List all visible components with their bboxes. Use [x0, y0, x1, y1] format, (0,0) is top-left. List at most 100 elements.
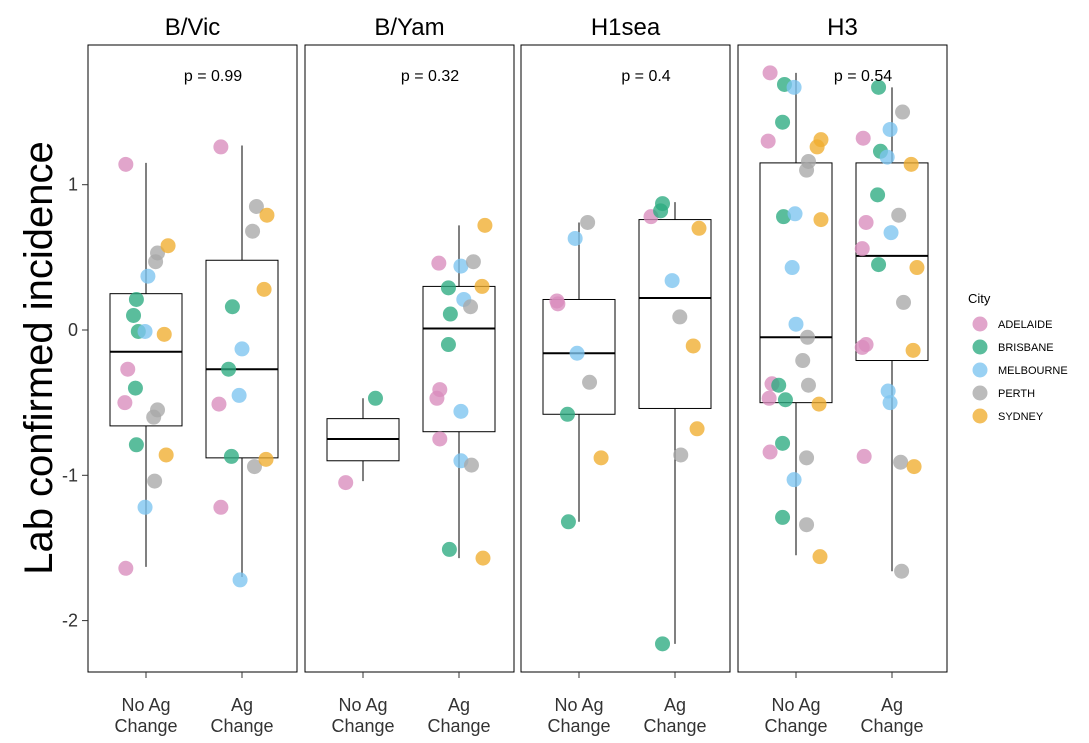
legend-key [972, 362, 988, 378]
data-point-adelaide [431, 255, 447, 271]
p-value: p = 0.32 [401, 68, 459, 85]
data-point-adelaide [118, 560, 134, 576]
facet-b-vic: B/Vic p = 0.99 No Ag Change Ag Change [87, 14, 298, 736]
data-point-melbourne [784, 260, 800, 276]
data-point-perth [891, 207, 907, 223]
legend-label: BRISBANE [998, 342, 1054, 354]
data-point-adelaide [762, 444, 778, 460]
boxplot [205, 145, 279, 578]
data-point-brisbane [367, 390, 383, 406]
y-tick-label: 1 [68, 175, 78, 195]
data-point-sydney [905, 342, 921, 358]
legend-label: PERTH [998, 388, 1035, 400]
data-point-sydney [475, 550, 491, 566]
data-point-sydney [593, 450, 609, 466]
data-point-sydney [685, 338, 701, 354]
facet-title: B/Vic [165, 14, 221, 41]
p-value: p = 0.54 [834, 68, 892, 85]
data-point-sydney [156, 326, 172, 342]
data-point-brisbane [224, 299, 240, 315]
legend-key [972, 339, 988, 355]
x-tick-label: No Ag Change [331, 695, 394, 736]
data-point-brisbane [653, 203, 669, 219]
data-point-melbourne [140, 268, 156, 284]
box [205, 259, 279, 459]
data-point-brisbane [126, 307, 142, 323]
data-point-melbourne [664, 273, 680, 289]
data-point-adelaide [854, 241, 870, 257]
data-point-melbourne [879, 149, 895, 165]
legend-key [972, 408, 988, 424]
box [855, 162, 929, 362]
data-point-melbourne [880, 383, 896, 399]
data-point-melbourne [567, 230, 583, 246]
data-point-adelaide [211, 396, 227, 412]
data-point-melbourne [569, 345, 585, 361]
facet-b-yam: B/Yam p = 0.32 No Ag Change Ag Change [304, 14, 515, 736]
data-point-brisbane [560, 514, 576, 530]
x-tick-label: Ag Change [427, 695, 490, 736]
data-point-brisbane [128, 291, 144, 307]
data-point-adelaide [338, 475, 354, 491]
facet-title: H3 [827, 14, 858, 41]
data-point-sydney [258, 451, 274, 467]
boxplot [542, 222, 616, 522]
panel-border [737, 44, 948, 673]
data-point-melbourne [882, 395, 898, 411]
panel-border [304, 44, 515, 673]
boxplot [326, 398, 400, 482]
data-point-brisbane [777, 392, 793, 408]
box [759, 162, 833, 404]
x-tick-label: No Ag Change [764, 695, 827, 736]
data-point-perth [800, 377, 816, 393]
data-point-adelaide [117, 395, 133, 411]
data-point-perth [893, 454, 909, 470]
y-tick-label: 0 [68, 320, 78, 340]
data-point-sydney [906, 459, 922, 475]
data-point-perth [896, 294, 912, 310]
data-point-brisbane [775, 435, 791, 451]
legend: City ADELAIDE BRISBANE MELBOURNE PERTH SYDNEY [968, 291, 1068, 424]
data-point-brisbane [442, 306, 458, 322]
p-value: p = 0.99 [184, 68, 242, 85]
data-point-adelaide [855, 130, 871, 146]
legend-title: City [968, 291, 991, 306]
data-point-brisbane [441, 541, 457, 557]
data-point-brisbane [440, 337, 456, 353]
data-point-sydney [158, 447, 174, 463]
data-point-sydney [813, 212, 829, 228]
data-point-perth [463, 299, 479, 315]
boxplot [422, 225, 496, 559]
data-point-brisbane [871, 79, 887, 95]
x-tick-label: Ag Change [643, 695, 706, 736]
data-point-brisbane [128, 437, 144, 453]
legend-label: MELBOURNE [998, 365, 1068, 377]
data-point-melbourne [234, 341, 250, 357]
data-point-perth [800, 329, 816, 345]
box [542, 298, 616, 415]
facet-title: H1sea [591, 14, 661, 41]
data-point-brisbane [440, 280, 456, 296]
data-point-perth [248, 198, 264, 214]
legend-entry-brisbane: BRISBANE [972, 339, 1054, 355]
data-point-sydney [812, 549, 828, 565]
box [109, 293, 183, 427]
data-point-perth [580, 214, 596, 230]
data-point-adelaide [854, 339, 870, 355]
data-point-adelaide [550, 296, 566, 312]
x-tick-label: No Ag Change [547, 695, 610, 736]
x-tick-label: Ag Change [860, 695, 923, 736]
data-point-sydney [477, 217, 493, 233]
data-point-brisbane [655, 636, 671, 652]
data-point-melbourne [453, 403, 469, 419]
data-point-brisbane [223, 448, 239, 464]
data-point-sydney [256, 281, 272, 297]
x-tick-label: No Ag Change [114, 695, 177, 736]
data-point-sydney [809, 139, 825, 155]
data-point-melbourne [232, 572, 248, 588]
facet-h1sea: H1sea p = 0.4 No Ag Change Ag Change [520, 14, 731, 736]
data-point-melbourne [137, 499, 153, 515]
data-point-perth [465, 254, 481, 270]
facet-panels: B/Vic p = 0.99 No Ag Change Ag Change B/Yam p =… [87, 14, 948, 736]
data-point-perth [799, 517, 815, 533]
